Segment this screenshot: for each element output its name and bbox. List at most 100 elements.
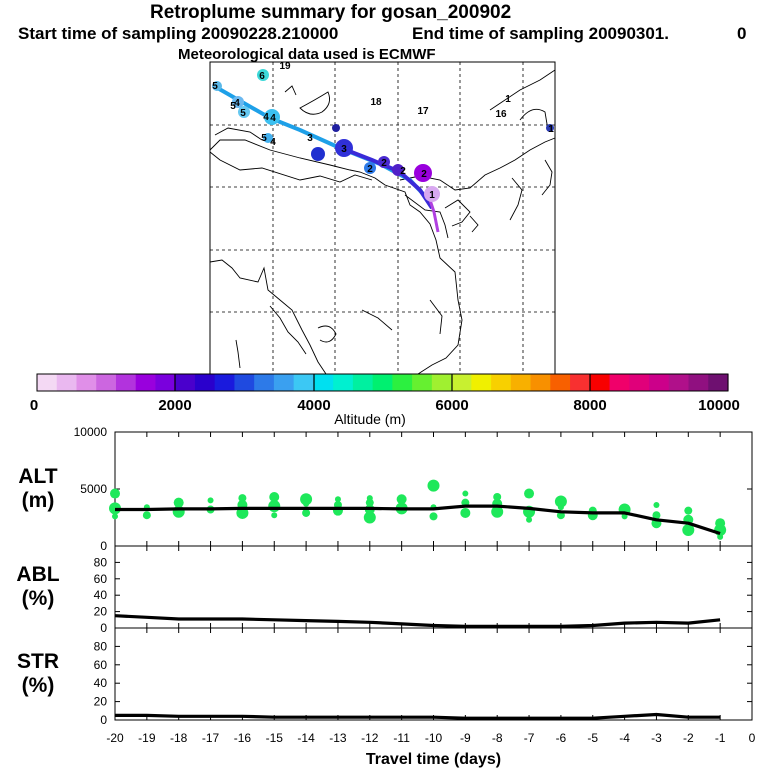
colorbar-cell (510, 374, 532, 391)
altitude-point (271, 512, 278, 519)
y-tick-label: 60 (94, 572, 108, 586)
x-tick-label: -7 (524, 731, 535, 745)
marker-labels: 19 6 5 4 5 5 4 4 5 4 3 3 2 2 2 2 1 18 17… (212, 61, 554, 201)
colorbar-cell (194, 374, 216, 391)
colorbar-cell (37, 374, 58, 391)
series-line-str (115, 712, 721, 720)
x-tick-label: -8 (492, 731, 503, 745)
altitude-point (334, 496, 341, 503)
x-tick-label: -18 (170, 731, 188, 745)
x-tick-label: -20 (106, 731, 124, 745)
colorbar-frame (36, 373, 729, 392)
x-tick-label: -19 (138, 731, 156, 745)
altitude-point (396, 494, 407, 505)
colorbar-cell (273, 374, 295, 391)
marker-dot (212, 81, 222, 91)
marker-dot (311, 147, 325, 161)
trajectory-map: 19 6 5 4 5 5 4 4 5 4 3 3 2 2 2 2 1 18 17… (209, 61, 556, 375)
colorbar-cell (372, 374, 393, 391)
marker-dot (238, 106, 250, 118)
end-time-label: End time of sampling 20090301. (412, 24, 669, 43)
x-tick-label: -13 (329, 731, 347, 745)
colorbar-tick-label: 4000 (297, 397, 330, 414)
colorbar-cell (570, 374, 591, 391)
y-tick-label: 40 (94, 588, 108, 602)
y-axis-label: ALT (18, 465, 57, 488)
x-tick-label: -10 (425, 731, 443, 745)
colorbar-cell (629, 374, 650, 391)
altitude-point (207, 497, 214, 504)
colorbar-cell (708, 374, 729, 391)
colorbar-tick-label: 10000 (698, 397, 740, 414)
marker-label: 2 (381, 158, 387, 169)
timeseries-panels: 0500010000ALT(m)020406080ABL(%)020406080… (16, 425, 755, 768)
altitude-point (684, 506, 693, 515)
marker-dot (392, 164, 404, 176)
x-axis-label: Travel time (days) (366, 751, 501, 768)
marker-label: 18 (370, 97, 382, 108)
x-tick-label: -2 (683, 731, 694, 745)
colorbar-cell (471, 374, 492, 391)
colorbar-cell (115, 374, 137, 391)
altitude-point (110, 488, 120, 499)
altitude-point (491, 505, 504, 518)
marker-label: 19 (279, 61, 291, 72)
x-tick-label: -9 (460, 731, 471, 745)
altitude-point (363, 511, 376, 524)
y-tick-label: 0 (100, 713, 107, 727)
colorbar-cell (491, 374, 512, 391)
marker-dot (378, 156, 390, 168)
map-gridlines (210, 62, 555, 374)
colorbar-axis-label: Altitude (m) (334, 411, 406, 427)
marker-label: 1 (429, 190, 435, 201)
x-tick-label: -3 (651, 731, 662, 745)
altitude-point (682, 524, 695, 537)
altitude-colorbar: 0 2000 4000 6000 8000 10000 Altitude (m) (30, 373, 740, 427)
x-tick-label: -12 (361, 731, 379, 745)
x-tick-label: -6 (556, 731, 567, 745)
colorbar-tick-label: 8000 (573, 397, 606, 414)
altitude-point (554, 495, 567, 508)
colorbar-cell (96, 374, 117, 391)
x-tick-label: -17 (202, 731, 220, 745)
altitude-point (493, 492, 502, 501)
marker-label: 5 (212, 81, 218, 92)
marker-dot (335, 139, 353, 157)
figure-title: Retroplume summary for gosan_200902 (150, 2, 512, 23)
x-tick-label: -5 (587, 731, 598, 745)
y-axis-label: (%) (22, 674, 55, 697)
altitude-point (238, 494, 247, 503)
marker-label: 2 (367, 164, 373, 175)
marker-label: 3 (341, 144, 347, 155)
colorbar-cell (392, 374, 413, 391)
panel-alt: 0 5000 10000 ALT(m) (18, 425, 753, 553)
series-line-abl (114, 614, 721, 629)
colorbar-cell (352, 374, 374, 391)
colorbar-cell (333, 374, 354, 391)
y-tick-label: 0 (100, 539, 107, 553)
y-axis-label: (m) (22, 489, 55, 512)
altitude-point (462, 490, 469, 497)
marker-label: 1 (548, 124, 554, 135)
colorbar-cell (451, 374, 472, 391)
colorbar-cell (214, 374, 236, 391)
marker-label: 2 (400, 166, 406, 177)
colorbar-cell (530, 374, 551, 391)
series-line-alt (115, 504, 721, 536)
altitude-point (366, 495, 373, 502)
marker-label: 4 (263, 112, 269, 123)
marker-label: 16 (495, 109, 507, 120)
altitude-point (526, 516, 533, 523)
colorbar-tick-labels: 0 2000 4000 6000 8000 10000 (30, 397, 740, 414)
panel-frame (114, 545, 753, 629)
colorbar-cell (649, 374, 670, 391)
y-axis-label: (%) (22, 587, 55, 610)
x-tick-label: -1 (715, 731, 726, 745)
colorbar-cell (412, 374, 433, 391)
altitude-point (365, 498, 374, 507)
marker-label: 17 (417, 106, 429, 117)
marker-label: 1 (505, 94, 511, 105)
marker-label: 5 (230, 101, 236, 112)
marker-label: 4 (270, 113, 276, 124)
